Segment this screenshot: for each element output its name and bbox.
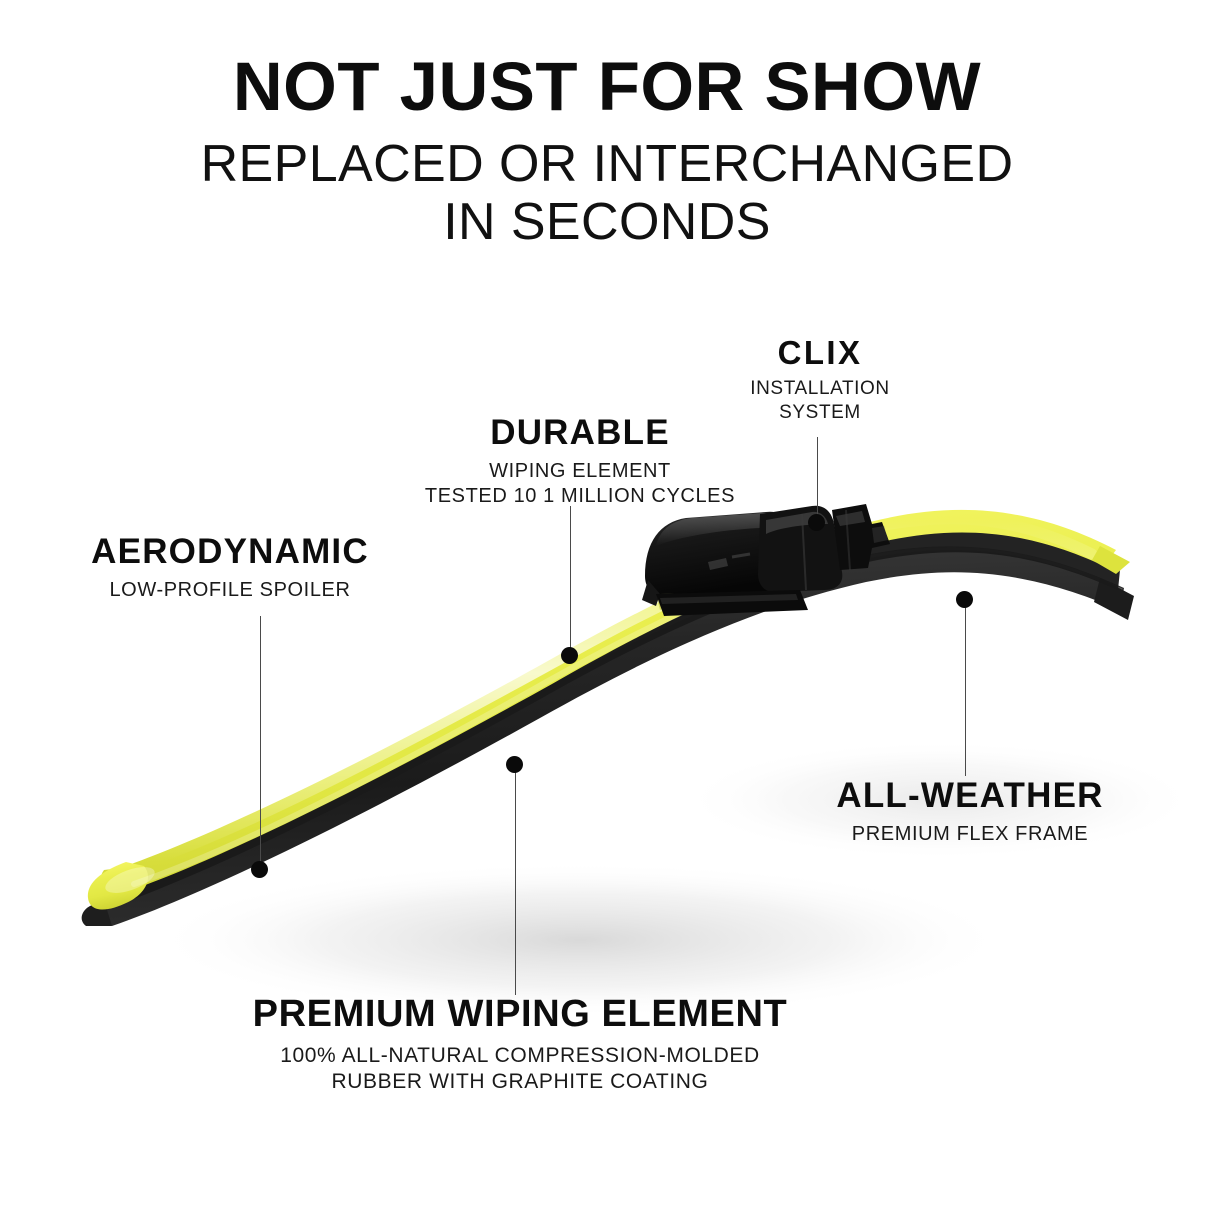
blade-shadow xyxy=(150,862,1010,1018)
callout-subtitle-line-2: SYSTEM xyxy=(779,401,861,423)
callout-subtitle-line-1: PREMIUM FLEX FRAME xyxy=(851,823,1089,845)
callout-dot-premium-wiping-element xyxy=(506,756,523,773)
callout-subtitle-premium-wiping-element: 100% ALL-NATURAL COMPRESSION-MOLDED RUBB… xyxy=(155,1043,885,1096)
leader-line-durable xyxy=(570,506,571,654)
callout-subtitle-line-1: INSTALLATION xyxy=(750,378,890,399)
callout-subtitle-line-1: LOW-PROFILE SPOILER xyxy=(109,579,351,601)
callout-durable: DURABLE WIPING ELEMENT TESTED 10 1 MILLI… xyxy=(400,415,760,509)
clix-connector-assembly xyxy=(642,504,890,616)
connector-push-marking xyxy=(708,552,751,570)
leader-line-clix xyxy=(817,437,818,521)
wiper-blade-product-image xyxy=(60,470,1180,1040)
callout-dot-clix xyxy=(808,514,825,531)
callout-dot-durable xyxy=(561,647,578,664)
flex-frame xyxy=(106,528,1120,906)
callout-title-durable: DURABLE xyxy=(490,413,670,452)
leader-line-all-weather xyxy=(965,606,966,776)
callout-premium-wiping-element: PREMIUM WIPING ELEMENT 100% ALL-NATURAL … xyxy=(155,995,885,1096)
leader-line-premium-wiping-element xyxy=(515,770,516,995)
callout-subtitle-line-1: 100% ALL-NATURAL COMPRESSION-MOLDED xyxy=(280,1044,760,1067)
callout-subtitle-clix: INSTALLATION SYSTEM xyxy=(690,377,950,425)
callout-subtitle-line-2: TESTED 10 1 MILLION CYCLES xyxy=(424,485,736,507)
callout-subtitle-aerodynamic: LOW-PROFILE SPOILER xyxy=(0,578,460,603)
blade-shadow-secondary xyxy=(680,740,1180,860)
callout-title-clix: CLIX xyxy=(777,334,863,371)
headline-secondary-line-2: IN SECONDS xyxy=(443,193,771,252)
callout-clix: CLIX INSTALLATION SYSTEM xyxy=(690,336,950,425)
callout-subtitle-durable: WIPING ELEMENT TESTED 10 1 MILLION CYCLE… xyxy=(400,459,760,509)
callout-aerodynamic: AERODYNAMIC LOW-PROFILE SPOILER xyxy=(0,534,460,603)
callout-title-all-weather: ALL-WEATHER xyxy=(836,776,1104,815)
callout-title-premium-wiping-element: PREMIUM WIPING ELEMENT xyxy=(252,993,788,1035)
callout-dot-aerodynamic xyxy=(251,861,268,878)
leader-line-aerodynamic xyxy=(260,616,261,868)
headline-secondary: REPLACED OR INTERCHANGED IN SECONDS xyxy=(0,135,1214,251)
callout-title-aerodynamic: AERODYNAMIC xyxy=(91,532,369,571)
headline-block: NOT JUST FOR SHOW REPLACED OR INTERCHANG… xyxy=(0,52,1214,251)
callout-all-weather: ALL-WEATHER PREMIUM FLEX FRAME xyxy=(760,778,1180,847)
headline-primary: NOT JUST FOR SHOW xyxy=(232,48,982,125)
callout-dot-all-weather xyxy=(956,591,973,608)
wiper-blade-illustration xyxy=(81,504,1180,1018)
callout-subtitle-line-2: RUBBER WITH GRAPHITE COATING xyxy=(331,1070,709,1094)
headline-secondary-line-1: REPLACED OR INTERCHANGED xyxy=(200,135,1014,193)
callout-subtitle-all-weather: PREMIUM FLEX FRAME xyxy=(760,822,1180,847)
callout-subtitle-line-1: WIPING ELEMENT xyxy=(489,460,671,482)
